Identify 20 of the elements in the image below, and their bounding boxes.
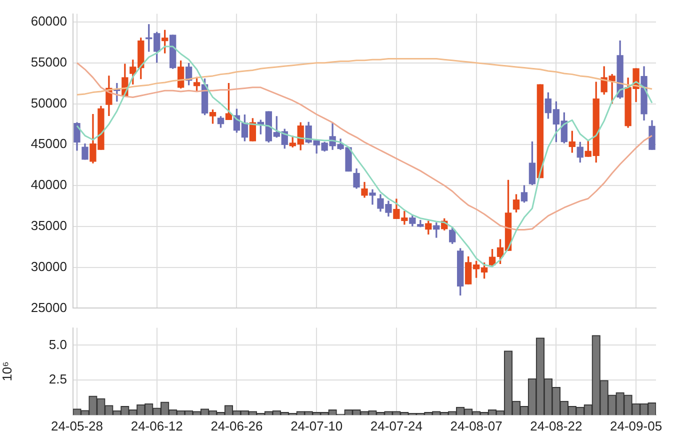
y-tick-label: 60000 — [30, 14, 67, 29]
y-tick-label: 35000 — [30, 218, 67, 233]
y-axis-title: 10⁶ — [0, 361, 14, 382]
x-tick-label: 24-08-07 — [450, 418, 502, 434]
x-tick-label: 24-05-28 — [50, 418, 104, 434]
y-tick-label: 55000 — [30, 54, 67, 70]
y-tick-label: 25000 — [30, 300, 67, 315]
x-tick-label: 24-07-10 — [290, 418, 343, 434]
x-tick-label: 24-06-12 — [130, 418, 183, 434]
x-tick-label: 24-06-26 — [210, 418, 263, 434]
y-tick-label: 50000 — [30, 95, 67, 110]
y-tick-label: 5.0 — [48, 336, 67, 352]
y-tick-label: 30000 — [30, 258, 67, 274]
x-tick-label: 24-09-05 — [610, 418, 662, 434]
x-tick-label: 24-07-24 — [370, 418, 422, 434]
candlestick — [369, 189, 376, 205]
y-tick-label: 2.5 — [48, 372, 67, 387]
y-tick-label: 45000 — [30, 136, 67, 152]
y-tick-label: 40000 — [30, 177, 67, 192]
x-tick-label: 24-08-22 — [530, 418, 582, 434]
